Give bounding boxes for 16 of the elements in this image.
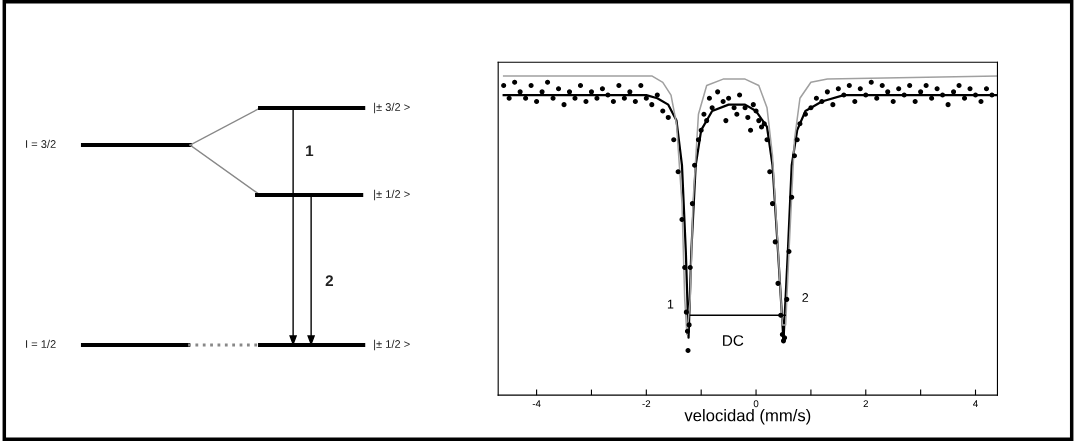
text: I = 3/2 [26, 139, 56, 148]
annotation: DC [723, 335, 744, 346]
text: I = 1/2 [26, 339, 56, 348]
text: |± 1/2 > [374, 339, 410, 351]
x-tick-label: 2 [863, 400, 868, 408]
text: |± 3/2 > [374, 102, 410, 114]
text: |± 1/2 > [374, 189, 410, 201]
annotation: 1 [667, 299, 674, 309]
text: 2 [325, 275, 334, 286]
x-tick-label: -4 [532, 400, 541, 408]
x-tick-label: 0 [753, 400, 759, 408]
x-axis-title: velocidad (mm/s) [684, 409, 811, 425]
x-tick-label: -2 [642, 400, 651, 408]
x-tick-label: 4 [973, 400, 978, 408]
annotation: 2 [802, 293, 809, 302]
text: 1 [306, 145, 314, 156]
